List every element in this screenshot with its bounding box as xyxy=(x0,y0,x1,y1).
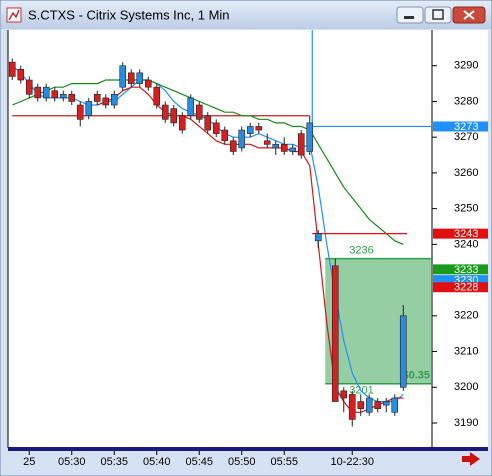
price-tag-label: 3233 xyxy=(454,264,478,276)
y-tick-label: 3290 xyxy=(454,60,478,72)
candle-body xyxy=(229,140,237,152)
candle-body xyxy=(391,397,399,413)
candle-body xyxy=(170,108,178,124)
candle-body xyxy=(25,79,33,95)
candle-body xyxy=(314,233,322,242)
price-tag xyxy=(433,282,488,293)
x-tick-label: 05:45 xyxy=(185,456,213,468)
y-tick-label: 3210 xyxy=(454,345,478,357)
candle-body xyxy=(110,94,118,106)
candle-body xyxy=(34,86,42,99)
x-tick-label: 10-22:30 xyxy=(331,456,374,468)
candle-body xyxy=(204,115,212,131)
app-icon-glyph xyxy=(8,9,20,21)
y-tick-label: 3220 xyxy=(454,310,478,322)
candle-body xyxy=(42,86,50,99)
candle-body xyxy=(102,97,110,106)
candle-body xyxy=(340,390,348,399)
candle-body xyxy=(85,101,93,117)
price-tag xyxy=(433,121,488,132)
x-tick-label: 05:55 xyxy=(270,456,298,468)
candle-body xyxy=(119,65,127,88)
candle-body xyxy=(178,115,186,131)
close-glyph xyxy=(463,10,475,20)
candle-body xyxy=(153,86,161,106)
minimize-glyph xyxy=(404,16,414,19)
candle-body xyxy=(289,147,297,152)
price-tag xyxy=(433,264,488,275)
maximize-button[interactable] xyxy=(424,6,452,24)
candle-body xyxy=(331,265,339,402)
chart-background xyxy=(8,30,488,448)
time-axis-bar xyxy=(8,447,488,451)
candle-body xyxy=(127,72,135,84)
minimize-button[interactable] xyxy=(396,6,424,24)
candle-body xyxy=(51,90,59,99)
y-tick-label: 3280 xyxy=(454,95,478,107)
x-tick-label: 25 xyxy=(23,456,35,468)
candle-body xyxy=(144,79,152,88)
candle-body xyxy=(306,122,314,152)
candle-body xyxy=(272,144,280,149)
scroll-arrow[interactable] xyxy=(462,452,480,466)
candle-body xyxy=(212,122,220,134)
position-box xyxy=(325,258,432,384)
candle-body xyxy=(17,68,25,81)
candle-body xyxy=(348,394,356,420)
candle-body xyxy=(76,104,84,120)
candle-body xyxy=(136,72,144,84)
candle-body xyxy=(8,61,16,77)
overlay-line xyxy=(12,79,404,245)
price-tag xyxy=(433,228,488,239)
candle-body xyxy=(238,129,246,149)
candle-body xyxy=(357,401,365,410)
candle-body xyxy=(399,315,407,388)
x-tick-label: 05:35 xyxy=(100,456,128,468)
candle-body xyxy=(221,129,229,142)
y-tick-label: 3190 xyxy=(454,417,478,429)
price-tag-label: 3243 xyxy=(454,228,478,240)
candle-body xyxy=(255,126,263,131)
candle-body xyxy=(59,94,67,99)
candle-body xyxy=(382,401,390,406)
x-tick-label: 05:40 xyxy=(143,456,171,468)
y-tick-label: 3250 xyxy=(454,203,478,215)
position-pnl-label: $0.35 xyxy=(402,370,430,382)
y-tick-label: 3200 xyxy=(454,381,478,393)
window-buttons xyxy=(396,6,486,24)
candle-body xyxy=(93,94,101,102)
price-tag xyxy=(433,275,488,286)
candle-body xyxy=(263,140,271,145)
y-tick-label: 3260 xyxy=(454,167,478,179)
candle-body xyxy=(280,144,288,152)
candle-body xyxy=(246,126,254,134)
candle-body xyxy=(365,397,373,413)
candle-body xyxy=(297,133,305,156)
candle-body xyxy=(68,94,76,102)
candle-body xyxy=(374,401,382,410)
y-tick-label: 3240 xyxy=(454,238,478,250)
x-tick-label: 05:50 xyxy=(228,456,256,468)
window-title: S.CTXS - Citrix Systems Inc, 1 Min xyxy=(28,7,230,22)
price-tag-label: 3273 xyxy=(454,121,478,133)
candle-body xyxy=(187,97,195,117)
position-target-label: 3201 xyxy=(349,385,373,397)
candle-body xyxy=(161,104,169,120)
price-tag-label: 3228 xyxy=(454,282,478,294)
position-entry-label: 3236 xyxy=(349,245,373,257)
x-tick-label: 05:30 xyxy=(58,456,86,468)
y-tick-label: 3270 xyxy=(454,131,478,143)
maximize-glyph xyxy=(432,9,444,20)
candle-body xyxy=(195,104,203,120)
